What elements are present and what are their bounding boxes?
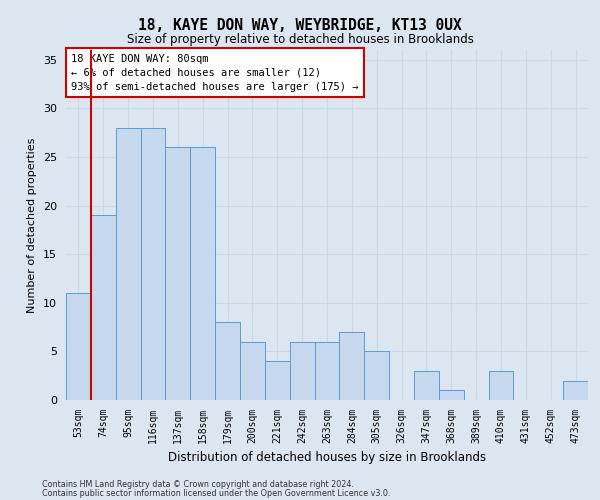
Bar (290, 342, 314, 400)
Bar (116, 128, 140, 400)
Bar (140, 128, 166, 400)
Bar (364, 352, 389, 400)
Bar (488, 371, 514, 400)
Bar (314, 342, 340, 400)
Bar (563, 380, 588, 400)
Bar (265, 361, 290, 400)
Bar (166, 147, 190, 400)
Bar (240, 342, 265, 400)
Y-axis label: Number of detached properties: Number of detached properties (27, 138, 37, 312)
Text: 18, KAYE DON WAY, WEYBRIDGE, KT13 0UX: 18, KAYE DON WAY, WEYBRIDGE, KT13 0UX (138, 18, 462, 32)
X-axis label: Distribution of detached houses by size in Brooklands: Distribution of detached houses by size … (168, 451, 486, 464)
Bar (414, 371, 439, 400)
Bar (215, 322, 240, 400)
Text: Contains public sector information licensed under the Open Government Licence v3: Contains public sector information licen… (42, 489, 391, 498)
Bar (190, 147, 215, 400)
Bar (91, 216, 116, 400)
Text: Size of property relative to detached houses in Brooklands: Size of property relative to detached ho… (127, 32, 473, 46)
Bar (439, 390, 464, 400)
Text: 18 KAYE DON WAY: 80sqm
← 6% of detached houses are smaller (12)
93% of semi-deta: 18 KAYE DON WAY: 80sqm ← 6% of detached … (71, 54, 359, 92)
Text: Contains HM Land Registry data © Crown copyright and database right 2024.: Contains HM Land Registry data © Crown c… (42, 480, 354, 489)
Bar (340, 332, 364, 400)
Bar (66, 293, 91, 400)
